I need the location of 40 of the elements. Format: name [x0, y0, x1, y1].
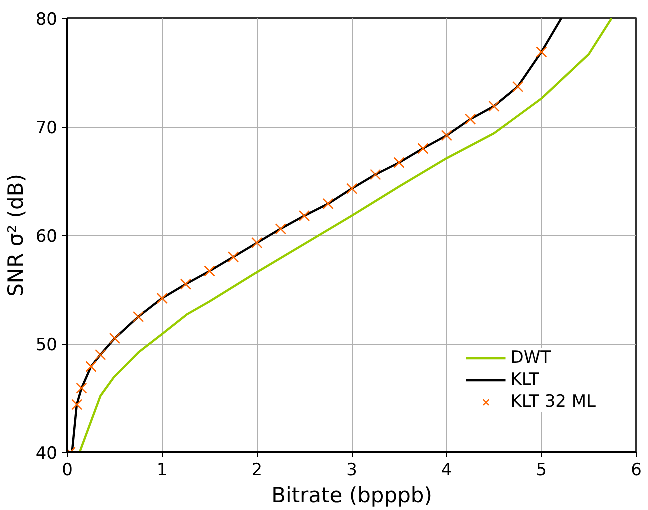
point [418, 143, 429, 154]
y-tick-label: 70 [36, 118, 58, 138]
point [95, 349, 106, 360]
y-tick-label: 50 [36, 336, 58, 356]
x-tick-label: 0 [62, 460, 73, 480]
point [346, 183, 358, 194]
legend-label: DWT [510, 348, 552, 368]
x-tick-label: 1 [156, 460, 168, 480]
point [464, 114, 476, 126]
point [109, 332, 121, 344]
point [76, 382, 88, 394]
point [156, 292, 168, 304]
point [441, 130, 452, 142]
x-axis-title: Bitrate (bpppb) [272, 484, 432, 508]
point [252, 237, 263, 249]
y-axis-title: SNR σ² (dB) [4, 174, 28, 297]
x-tick-label: 2 [252, 460, 263, 480]
point [512, 81, 524, 92]
point [180, 278, 192, 290]
x-tick-label: 5 [536, 460, 548, 480]
y-tick-label: 80 [36, 10, 58, 30]
point [370, 169, 382, 180]
point [394, 157, 406, 168]
x-tick-label: 6 [631, 460, 642, 480]
legend-label: KLT 32 ML [510, 392, 596, 412]
x-tick-label: 4 [441, 460, 452, 480]
point [298, 210, 310, 222]
x-tick-label: 3 [346, 460, 358, 480]
point [204, 266, 216, 277]
point [228, 252, 240, 263]
point [86, 361, 97, 372]
point [133, 311, 144, 322]
point [322, 198, 334, 210]
y-tick-label: 40 [36, 444, 58, 464]
point [71, 399, 83, 410]
y-tick-label: 60 [36, 227, 58, 247]
legend-label: KLT [510, 370, 540, 390]
point [488, 100, 500, 112]
point [536, 46, 548, 58]
point [275, 223, 286, 235]
